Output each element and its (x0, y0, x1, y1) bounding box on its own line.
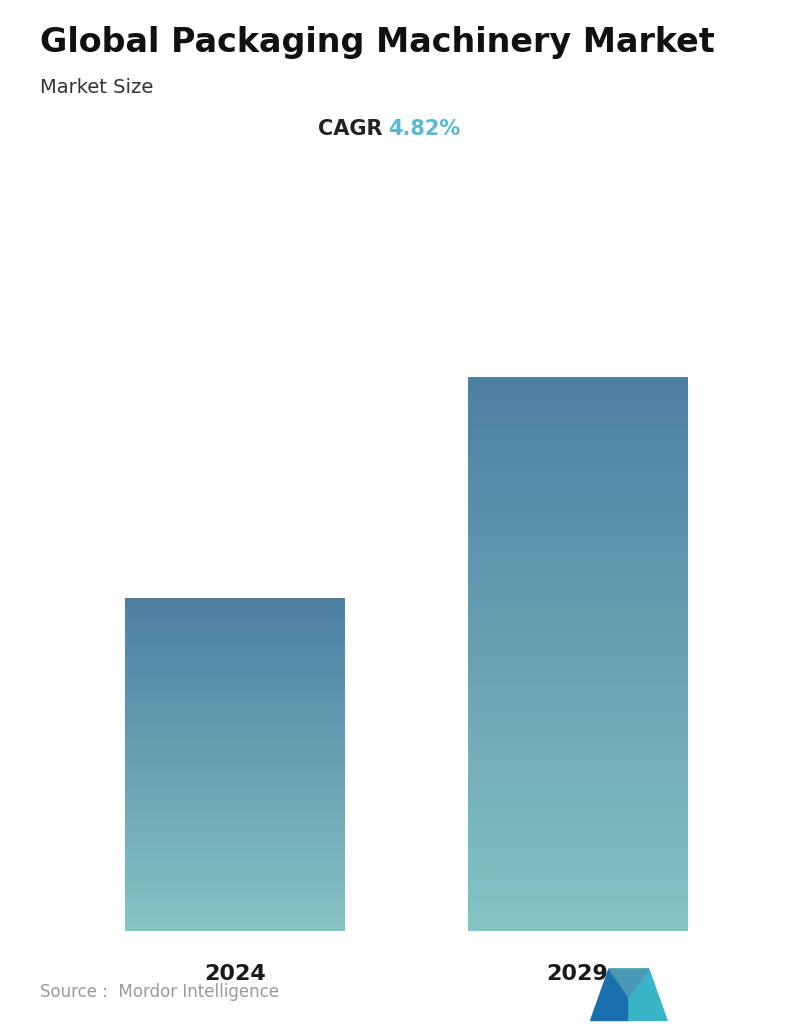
Text: Source :  Mordor Intelligence: Source : Mordor Intelligence (40, 983, 279, 1001)
Text: 4.82%: 4.82% (388, 119, 460, 139)
Text: CAGR: CAGR (318, 119, 390, 139)
Text: 2029: 2029 (546, 964, 608, 983)
Polygon shape (609, 969, 649, 998)
Text: Global Packaging Machinery Market: Global Packaging Machinery Market (40, 26, 715, 59)
Polygon shape (629, 969, 667, 1021)
Polygon shape (591, 969, 629, 1021)
Text: Market Size: Market Size (40, 78, 153, 96)
Text: 2024: 2024 (204, 964, 266, 983)
